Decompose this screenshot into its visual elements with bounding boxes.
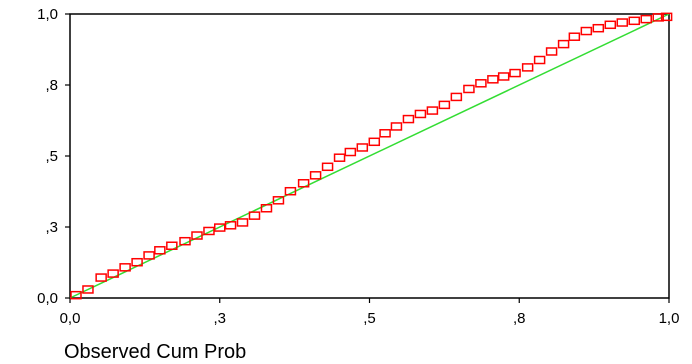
data-point (70, 290, 82, 300)
y-axis: 0,0 ,3 ,5 ,8 1,0 (37, 6, 70, 307)
data-point (284, 186, 297, 196)
y-tick-label: ,3 (45, 219, 58, 236)
x-axis: 0,0 ,3 ,5 ,8 1,0 (60, 298, 680, 327)
data-point (166, 241, 178, 250)
data-point (652, 13, 664, 22)
data-point (568, 32, 581, 41)
data-point (545, 47, 558, 56)
y-tick-label: ,5 (45, 148, 58, 165)
data-point (154, 246, 166, 255)
y-tick-label: 1,0 (37, 6, 58, 23)
data-point (487, 75, 499, 84)
data-point (368, 137, 381, 147)
data-point (344, 147, 357, 157)
data-point (95, 273, 107, 282)
data-point (497, 72, 510, 81)
data-point (604, 20, 617, 30)
data-point (475, 79, 487, 88)
data-point (509, 68, 521, 78)
data-point (297, 179, 310, 188)
x-tick-label: ,3 (213, 310, 226, 327)
data-point (203, 226, 215, 236)
data-point (463, 84, 475, 94)
data-point (309, 171, 322, 180)
data-point (414, 109, 427, 119)
data-point (660, 12, 673, 22)
data-point (521, 63, 534, 72)
data-point (616, 18, 629, 27)
x-tick-label: ,8 (513, 310, 526, 327)
data-point (390, 122, 403, 131)
data-point (214, 223, 226, 232)
data-point (450, 92, 463, 102)
x-axis-title: Observed Cum Prob (64, 341, 246, 363)
data-point (107, 269, 119, 278)
data-point (131, 257, 143, 267)
data-point (321, 162, 334, 172)
data-point (438, 100, 451, 110)
data-point (628, 16, 641, 26)
x-tick-label: 0,0 (60, 310, 81, 327)
data-points (70, 12, 673, 300)
data-point (640, 14, 652, 24)
x-tick-label: 1,0 (659, 310, 680, 327)
data-point (272, 196, 285, 205)
data-point (379, 129, 391, 138)
data-point (191, 231, 203, 240)
data-point (82, 285, 94, 294)
reference-line (69, 13, 670, 299)
data-point (119, 263, 131, 272)
data-point (356, 143, 369, 152)
data-point (260, 204, 273, 213)
data-point (533, 55, 546, 65)
data-point (248, 211, 261, 220)
data-point (580, 26, 593, 36)
data-point (426, 106, 439, 115)
data-point (333, 153, 346, 162)
data-point (143, 251, 155, 260)
data-point (402, 114, 415, 124)
data-point (224, 221, 237, 230)
data-point (557, 39, 570, 49)
y-tick-label: ,8 (45, 77, 58, 94)
data-point (592, 23, 605, 33)
data-point (179, 236, 191, 246)
x-tick-label: ,5 (363, 310, 376, 327)
data-point (236, 218, 249, 227)
y-tick-label: 0,0 (37, 290, 58, 307)
